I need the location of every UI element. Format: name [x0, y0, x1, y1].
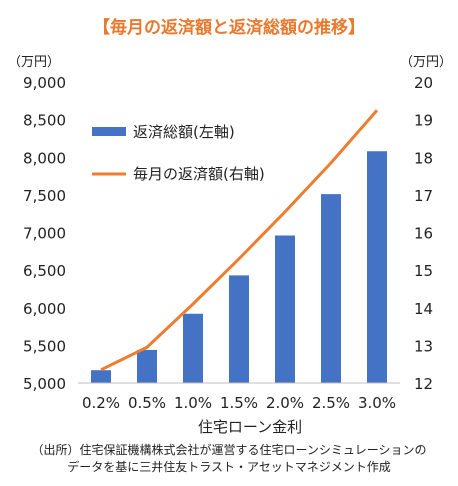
line-series [100, 109, 379, 372]
bar [367, 151, 387, 383]
right-tick-label: 16 [414, 225, 433, 243]
bar [91, 370, 111, 383]
right-tick-label: 18 [414, 149, 433, 167]
bar [229, 275, 249, 383]
left-tick-label: 6,000 [23, 300, 66, 318]
left-axis-ticks: 5,000 5,500 6,000 6,500 7,000 7,500 8,000 8,500… [23, 74, 66, 393]
x-tick-label: 3.0% [358, 394, 396, 412]
right-tick-label: 14 [414, 300, 433, 318]
left-tick-label: 9,000 [23, 74, 66, 92]
legend-label-bars: 返済総額(左軸) [133, 123, 235, 141]
right-tick-label: 17 [414, 187, 433, 205]
x-tick-label: 0.2% [82, 394, 120, 412]
bar-series [91, 151, 387, 383]
legend-swatch-bars [92, 127, 126, 136]
left-tick-label: 8,500 [23, 112, 66, 130]
x-tick-label: 2.5% [312, 394, 350, 412]
x-tick-label: 2.0% [266, 394, 304, 412]
legend-label-line: 毎月の返済額(右軸) [133, 165, 265, 183]
right-axis-ticks: 12 13 14 15 16 17 18 19 20 [414, 74, 433, 393]
left-tick-label: 6,500 [23, 262, 66, 280]
left-tick-label: 8,000 [23, 149, 66, 167]
right-tick-label: 15 [414, 262, 433, 280]
bar [183, 313, 203, 383]
left-axis-unit: （万円） [8, 55, 60, 70]
source-note-line-1: （出所）住宅保証機構株式会社が運営する住宅ローンシミュレーションの [32, 442, 427, 457]
x-axis-label: 住宅ローン金利 [198, 418, 302, 436]
bar [321, 194, 341, 383]
source-note-line-2: データを基に三井住友トラスト・アセットマネジメント作成 [67, 459, 391, 474]
left-tick-label: 7,000 [23, 225, 66, 243]
bar [137, 349, 157, 383]
right-tick-label: 19 [414, 112, 433, 130]
right-tick-label: 12 [414, 375, 433, 393]
left-tick-label: 5,000 [23, 375, 66, 393]
chart-title: 【毎月の返済額と返済総額の推移】 [93, 17, 365, 38]
left-tick-label: 5,500 [23, 337, 66, 355]
right-axis-unit: （万円） [400, 55, 452, 70]
x-tick-label: 0.5% [128, 394, 166, 412]
left-tick-label: 7,500 [23, 187, 66, 205]
right-tick-label: 20 [414, 74, 433, 92]
legend: 返済総額(左軸) 毎月の返済額(右軸) [92, 123, 265, 183]
x-tick-label: 1.0% [174, 394, 212, 412]
x-axis-ticks: 0.2% 0.5% 1.0% 1.5% 2.0% 2.5% 3.0% [82, 394, 396, 412]
right-tick-label: 13 [414, 337, 433, 355]
bar [275, 235, 295, 383]
line-series-path [100, 109, 379, 372]
x-tick-label: 1.5% [220, 394, 258, 412]
